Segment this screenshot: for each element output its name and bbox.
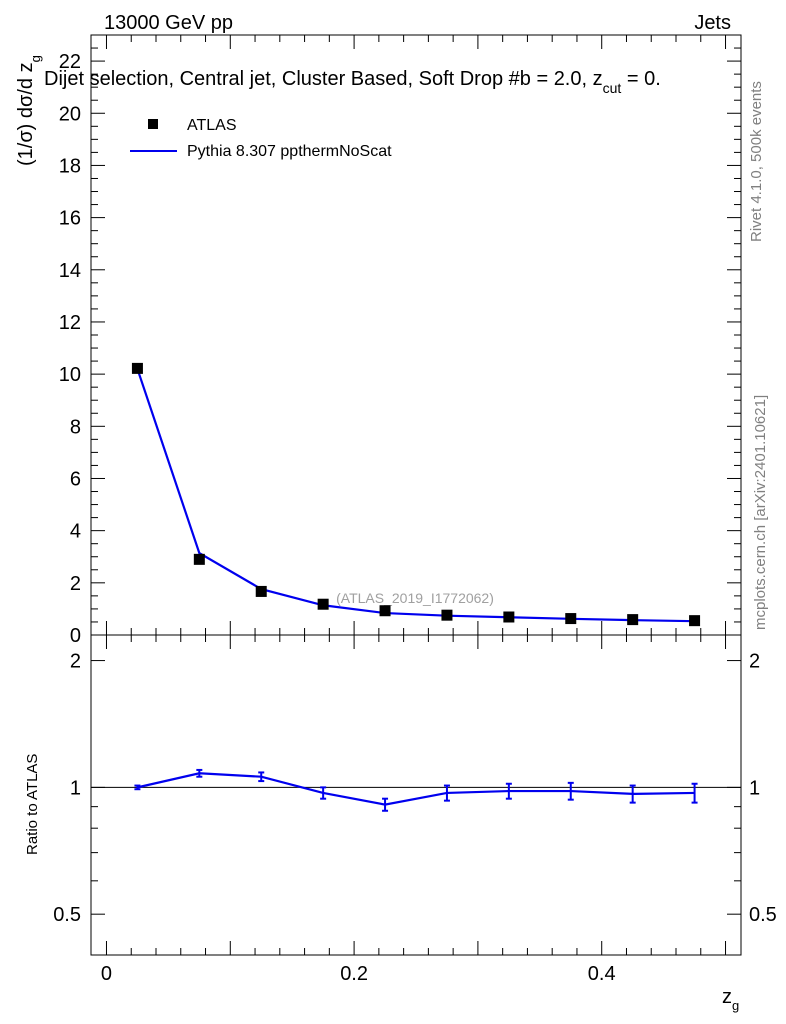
main-series <box>131 362 701 627</box>
main-y-ticks <box>91 34 741 636</box>
ratio-x-axis-label: zg <box>722 986 739 1013</box>
legend: ATLAS Pythia 8.307 ppthermNoScat <box>130 117 392 160</box>
ratio-line <box>137 772 695 806</box>
plot-title-main: Dijet selection, Central jet, Cluster Ba… <box>44 68 603 90</box>
ratio-x-tick-label: 0 <box>101 963 112 985</box>
plot-title-subscript: cut <box>603 80 622 96</box>
main-panel: 0 2 4 6 8 10 12 14 16 18 20 22 (ATLAS_2019_I1772062… <box>15 34 742 647</box>
mcplots-label: mcplots.cern.ch [arXiv:2401.10621] <box>752 395 769 630</box>
atlas-marker <box>503 611 515 623</box>
atlas-marker <box>131 362 143 374</box>
ratio-y-tick-label-right: 2 <box>749 651 760 673</box>
atlas-marker <box>317 598 329 610</box>
main-y-tick-label: 20 <box>59 103 81 125</box>
ratio-series <box>134 768 698 812</box>
atlas-marker <box>441 609 453 621</box>
main-y-axis-label-main: (1/σ) dσ/d z <box>15 62 37 166</box>
main-y-axis-label-sub: g <box>28 55 43 62</box>
ratio-x-axis-label-sub: g <box>732 998 739 1013</box>
ratio-x-tick-label: 0.4 <box>588 963 616 985</box>
main-y-tick-label: 22 <box>59 51 81 73</box>
main-y-tick-label: 8 <box>70 416 81 438</box>
ratio-y-ticks <box>91 660 741 956</box>
atlas-marker <box>255 585 267 597</box>
ratio-x-tick-labels: 0 0.2 0.4 <box>101 963 616 985</box>
atlas-marker <box>193 553 205 565</box>
main-y-tick-label: 2 <box>70 573 81 595</box>
main-y-tick-label: 16 <box>59 208 81 230</box>
atlas-marker <box>689 615 701 627</box>
plot-title: Dijet selection, Central jet, Cluster Ba… <box>44 68 661 96</box>
legend-label-pythia: Pythia 8.307 ppthermNoScat <box>187 143 392 160</box>
ratio-x-axis-label-main: z <box>722 986 732 1008</box>
ratio-y-tick-label-right: 1 <box>749 777 760 799</box>
plot-title-tail: = 0. <box>621 68 660 90</box>
main-y-tick-label: 12 <box>59 312 81 334</box>
main-y-tick-label: 10 <box>59 364 81 386</box>
legend-label-atlas: ATLAS <box>187 117 237 134</box>
legend-marker-atlas <box>148 119 158 129</box>
category-label: Jets <box>694 12 731 34</box>
ratio-frame <box>90 634 742 956</box>
main-y-tick-label: 6 <box>70 468 81 490</box>
pythia-line <box>136 368 695 623</box>
main-y-tick-labels: 0 2 4 6 8 10 12 14 16 18 20 22 <box>59 51 81 647</box>
atlas-marker <box>379 605 391 617</box>
rivet-version-label: Rivet 4.1.0, 500k events <box>748 81 765 242</box>
ratio-panel: 0.5 0.5 1 1 2 2 0 0.2 0.4 Ratio to ATLAS zg <box>24 634 777 1013</box>
ratio-x-tick-label: 0.2 <box>340 963 368 985</box>
ratio-y-tick-labels: 0.5 0.5 1 1 2 2 <box>53 651 777 927</box>
ratio-y-tick-label-left: 0.5 <box>53 904 81 926</box>
ratio-y-tick-label-left: 1 <box>70 777 81 799</box>
ratio-x-ticks <box>105 635 727 955</box>
energy-label: 13000 GeV pp <box>104 12 233 34</box>
main-y-tick-label: 14 <box>59 260 81 282</box>
ratio-y-axis-label: Ratio to ATLAS <box>24 754 41 855</box>
ratio-y-tick-label-left: 2 <box>70 651 81 673</box>
main-y-tick-label: 4 <box>70 521 81 543</box>
main-y-tick-label: 0 <box>70 625 81 647</box>
atlas-marker <box>627 614 639 626</box>
ratio-y-tick-label-right: 0.5 <box>749 904 777 926</box>
atlas-marker <box>565 613 577 625</box>
main-y-axis-label: (1/σ) dσ/d zg <box>15 55 43 166</box>
main-y-tick-label: 18 <box>59 155 81 177</box>
main-watermark: (ATLAS_2019_I1772062) <box>336 590 494 606</box>
